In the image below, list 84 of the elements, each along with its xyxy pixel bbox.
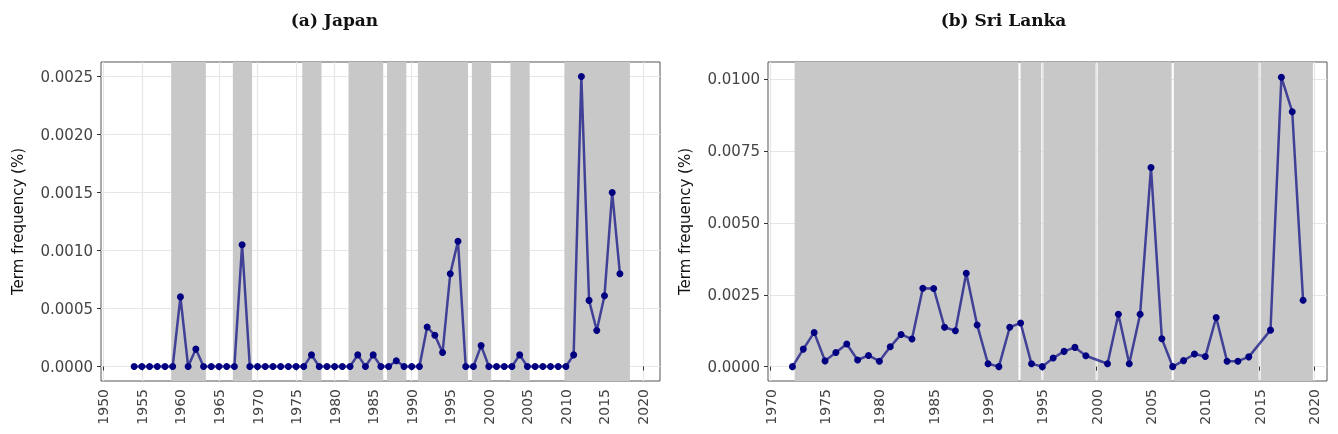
point (1158, 335, 1166, 343)
y-tick-label: 0.0050 (707, 213, 760, 232)
x-tick-label: 2020 (1305, 389, 1322, 425)
x-tick-label: 2000 (480, 389, 497, 425)
x-tick-label: 1980 (326, 389, 343, 425)
point (1038, 363, 1046, 371)
x-tick-label: 1970 (762, 389, 779, 425)
point (843, 340, 851, 348)
x-tick-label: 1980 (871, 389, 888, 425)
y-tick-label: 0.0025 (40, 67, 93, 86)
y-tick-label: 0.0005 (40, 299, 93, 318)
point (897, 330, 905, 338)
x-tick-label: 2020 (635, 389, 652, 425)
x-tick-label: 1965 (210, 389, 227, 425)
point (1234, 357, 1242, 365)
x-tick-label: 1975 (817, 389, 834, 425)
y-tick-label: 0.0025 (707, 285, 760, 304)
point (941, 323, 949, 331)
point (1288, 108, 1296, 116)
y-tick-label: 0.0010 (40, 241, 93, 260)
x-tick-label: 1950 (95, 389, 112, 425)
point (1104, 360, 1112, 368)
x-tick-label: 2010 (1197, 389, 1214, 425)
point (1267, 326, 1274, 334)
y-tick-label: 0.0000 (707, 357, 760, 376)
x-tick-label: 2015 (596, 389, 613, 425)
point (1201, 353, 1209, 361)
x-tick-label: 2010 (557, 389, 574, 425)
y-tick-label: 0.0100 (707, 70, 760, 89)
point (951, 327, 959, 335)
y-tick-label: 0.0020 (40, 125, 93, 144)
point (919, 284, 927, 292)
y-axis-title: Term frequency (%) (8, 147, 27, 297)
point (1017, 319, 1025, 327)
point (854, 356, 862, 364)
point (810, 328, 818, 336)
chart-title: (b) Sri Lanka (940, 9, 1067, 30)
x-tick-label: 1990 (980, 389, 997, 425)
x-tick-label: 1995 (442, 389, 459, 425)
x-tick-label: 1975 (288, 389, 305, 425)
point (1006, 323, 1014, 331)
chart-title: (a) Japan (290, 9, 379, 30)
point (788, 363, 796, 371)
x-tick-label: 1990 (403, 389, 420, 425)
x-tick-label: 1985 (365, 389, 382, 425)
x-tick-label: 1955 (133, 389, 150, 425)
point (832, 349, 840, 357)
point (1180, 357, 1188, 365)
x-tick-label: 2005 (1142, 389, 1159, 425)
y-tick-label: 0.0015 (40, 183, 93, 202)
point (1060, 347, 1068, 355)
point (875, 357, 883, 365)
x-tick-label: 1995 (1034, 389, 1051, 425)
point (1125, 360, 1133, 368)
point (1277, 73, 1285, 81)
y-axis-title: Term frequency (%) (675, 147, 694, 297)
x-tick-label: 2000 (1088, 389, 1105, 425)
point (865, 351, 872, 359)
point (1190, 350, 1198, 358)
y-tick-label: 0.0075 (707, 142, 760, 161)
point (1071, 343, 1079, 351)
x-tick-label: 1985 (925, 389, 942, 425)
point (1245, 353, 1253, 361)
point (984, 360, 992, 368)
x-tick-label: 2005 (519, 389, 536, 425)
point (1136, 310, 1144, 318)
point (1169, 363, 1177, 371)
point (962, 269, 970, 277)
point (1212, 313, 1220, 321)
point (1049, 354, 1057, 362)
x-tick-label: 1970 (249, 389, 266, 425)
y-tick-label: 0.0000 (40, 357, 93, 376)
point (1299, 296, 1307, 304)
x-tick-label: 2015 (1251, 389, 1268, 425)
point (930, 284, 938, 292)
point (1082, 352, 1090, 360)
point (995, 363, 1003, 371)
point (799, 345, 807, 353)
point (973, 321, 981, 329)
point (1147, 163, 1155, 171)
point (1114, 310, 1122, 318)
point (1027, 360, 1035, 368)
x-tick-label: 1960 (172, 389, 189, 425)
point (886, 343, 894, 351)
